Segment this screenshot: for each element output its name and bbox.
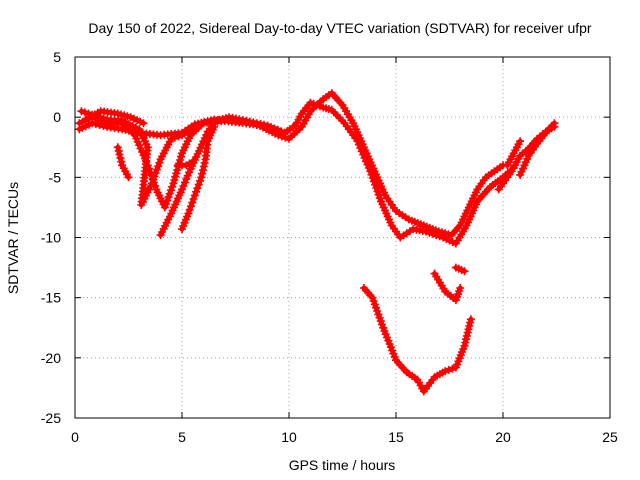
series-arc-d	[81, 107, 148, 128]
series-markers	[173, 157, 197, 170]
series-markers	[359, 284, 475, 396]
y-tick-label: 5	[53, 49, 61, 65]
series-arc-e	[113, 143, 133, 182]
x-tick-label: 5	[178, 429, 186, 445]
series-arc-k	[451, 263, 469, 276]
y-tick-label: -5	[49, 169, 62, 185]
series-markers	[430, 269, 465, 305]
series-arc-i	[359, 284, 475, 396]
x-axis-label: GPS time / hours	[289, 457, 396, 473]
series-arc-h	[173, 157, 197, 170]
series-arc-b	[75, 89, 507, 240]
x-tick-label: 25	[602, 429, 618, 445]
series-markers	[516, 119, 559, 179]
y-axis-label: SDTVAR / TECUs	[5, 182, 21, 294]
axis-ticks: 0 5 10 15 20 25 5 0 -5 -10 -15 -20 -25	[41, 49, 618, 445]
series-markers	[451, 263, 469, 276]
series-arc-j	[430, 269, 465, 305]
series-arc-g	[178, 122, 219, 234]
x-tick-label: 15	[388, 429, 404, 445]
series-markers	[81, 107, 148, 128]
grid-lines	[75, 57, 610, 418]
y-tick-label: -15	[41, 290, 61, 306]
y-tick-label: -10	[41, 230, 61, 246]
series-arc-m	[516, 119, 559, 179]
chart-title: Day 150 of 2022, Sidereal Day-to-day VTE…	[88, 20, 592, 36]
series-markers	[77, 107, 197, 209]
series-arc-n	[503, 137, 525, 170]
series-markers	[113, 143, 133, 182]
series-arc-c	[77, 107, 197, 209]
series-arc-f	[156, 98, 518, 248]
data-points	[75, 89, 559, 396]
y-tick-label: -20	[41, 350, 61, 366]
y-tick-label: 0	[53, 109, 61, 125]
y-tick-label: -25	[41, 410, 61, 426]
x-tick-label: 20	[495, 429, 511, 445]
x-tick-label: 10	[281, 429, 297, 445]
series-markers	[503, 137, 525, 170]
x-tick-label: 0	[71, 429, 79, 445]
series-markers	[178, 122, 219, 234]
